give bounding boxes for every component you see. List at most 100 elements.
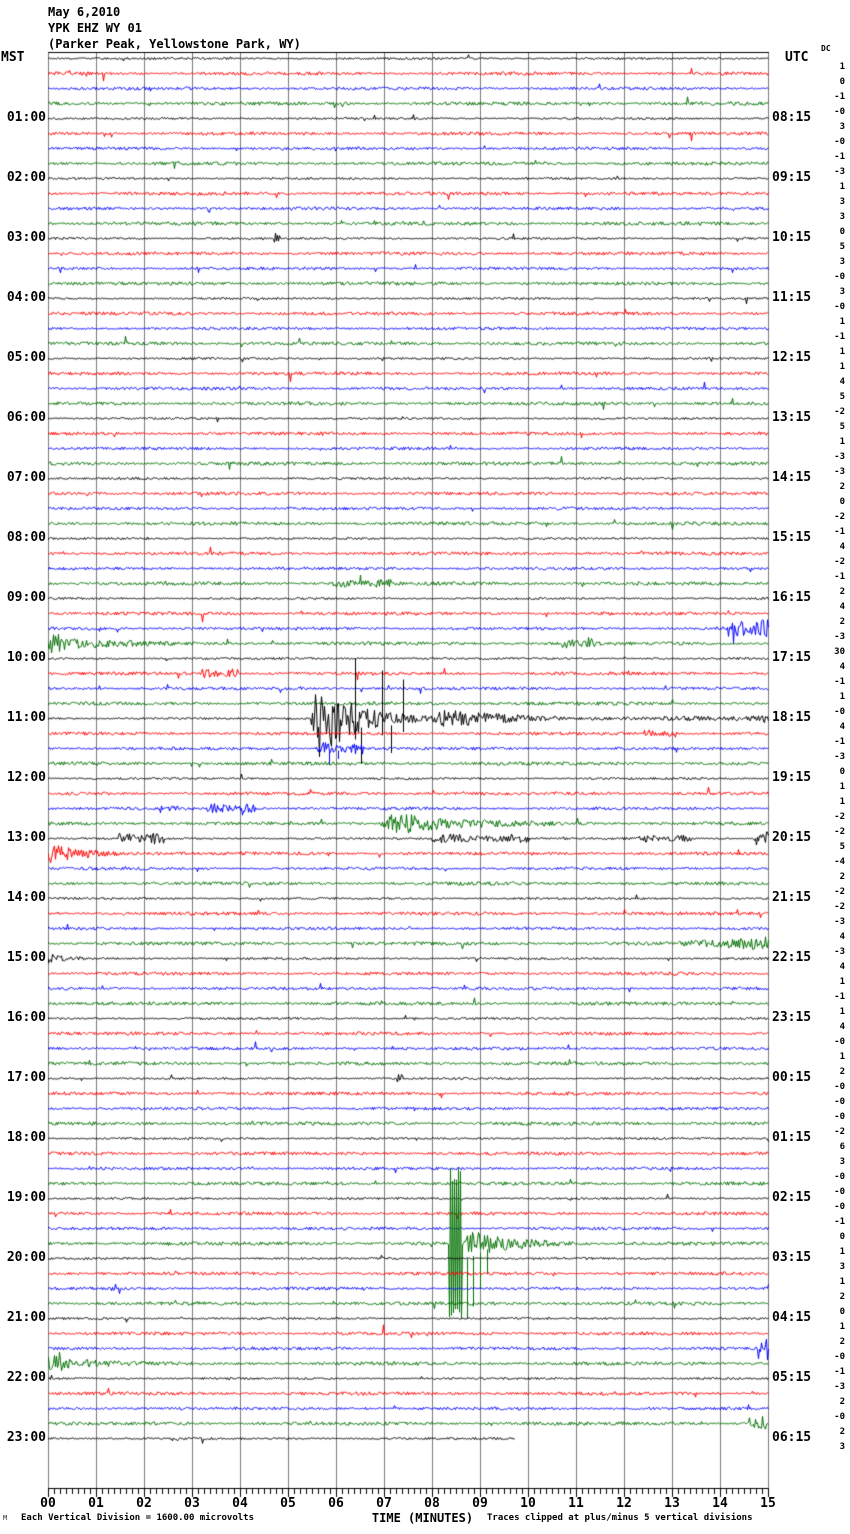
mst-time-label: 07:00 <box>6 470 46 485</box>
dc-offset-value: -3 <box>834 917 845 927</box>
dc-offset-value: -2 <box>834 887 845 897</box>
x-tick-label: 02 <box>136 1496 152 1511</box>
mst-time-label: 17:00 <box>6 1070 46 1085</box>
x-tick-label: 06 <box>328 1496 344 1511</box>
footer-clip-note: Traces clipped at plus/minus 5 vertical … <box>487 1513 753 1523</box>
dc-offset-value: 4 <box>839 602 845 612</box>
footer-scale-note: Each Vertical Division = 1600.00 microvo… <box>21 1513 254 1523</box>
mst-time-label: 03:00 <box>6 230 46 245</box>
dc-offset-value: -1 <box>834 152 845 162</box>
dc-offset-value: 1 <box>839 1052 845 1062</box>
utc-time-label: 20:15 <box>772 830 812 845</box>
corner-mark: M <box>3 1514 8 1522</box>
mst-time-label: 01:00 <box>6 110 46 125</box>
mst-time-label: 22:00 <box>6 1370 46 1385</box>
dc-offset-value: -3 <box>834 947 845 957</box>
dc-offset-value: -0 <box>834 302 845 312</box>
dc-offset-value: 2 <box>839 1427 845 1437</box>
dc-offset-value: 0 <box>839 767 845 777</box>
dc-offset-value: 3 <box>839 1262 845 1272</box>
mst-time-label: 19:00 <box>6 1190 46 1205</box>
dc-offset-value: -4 <box>834 857 845 867</box>
dc-offset-value: 1 <box>839 317 845 327</box>
dc-offset-value: 3 <box>839 212 845 222</box>
x-tick-label: 05 <box>280 1496 296 1511</box>
utc-time-label: 03:15 <box>772 1250 812 1265</box>
utc-axis-label: UTC <box>785 50 809 65</box>
dc-offset-value: 6 <box>839 1142 845 1152</box>
dc-offset-value: -0 <box>834 1037 845 1047</box>
dc-offset-value: 5 <box>839 242 845 252</box>
dc-offset-value: 1 <box>839 1277 845 1287</box>
utc-time-label: 23:15 <box>772 1010 812 1025</box>
header-location: (Parker Peak, Yellowstone Park, WY) <box>48 37 301 51</box>
dc-offset-value: -2 <box>834 557 845 567</box>
dc-offset-value: 1 <box>839 347 845 357</box>
dc-offset-value: -2 <box>834 827 845 837</box>
utc-time-label: 05:15 <box>772 1370 812 1385</box>
dc-offset-value: 2 <box>839 587 845 597</box>
mst-time-label: 18:00 <box>6 1130 46 1145</box>
dc-offset-value: 4 <box>839 962 845 972</box>
utc-time-label: 09:15 <box>772 170 812 185</box>
dc-offset-value: 1 <box>839 1247 845 1257</box>
utc-time-label: 22:15 <box>772 950 812 965</box>
dc-offset-value: -1 <box>834 1217 845 1227</box>
mst-time-label: 08:00 <box>6 530 46 545</box>
utc-time-label: 15:15 <box>772 530 812 545</box>
dc-offset-value: 5 <box>839 842 845 852</box>
dc-offset-value: 1 <box>839 182 845 192</box>
x-tick-label: 12 <box>616 1496 632 1511</box>
x-tick-label: 13 <box>664 1496 680 1511</box>
mst-time-label: 23:00 <box>6 1430 46 1445</box>
dc-offset-value: -3 <box>834 632 845 642</box>
mst-time-label: 05:00 <box>6 350 46 365</box>
utc-time-label: 10:15 <box>772 230 812 245</box>
dc-offset-value: 5 <box>839 392 845 402</box>
mst-time-label: 02:00 <box>6 170 46 185</box>
mst-time-label: 10:00 <box>6 650 46 665</box>
dc-offset-value: 4 <box>839 542 845 552</box>
utc-time-label: 12:15 <box>772 350 812 365</box>
dc-offset-value: -2 <box>834 407 845 417</box>
dc-offset-value: -1 <box>834 572 845 582</box>
x-tick-label: 10 <box>520 1496 536 1511</box>
dc-offset-value: 2 <box>839 1067 845 1077</box>
dc-offset-value: 2 <box>839 1292 845 1302</box>
dc-offset-value: 2 <box>839 1397 845 1407</box>
dc-offset-value: 2 <box>839 617 845 627</box>
x-tick-label: 04 <box>232 1496 248 1511</box>
dc-offset-value: -0 <box>834 1112 845 1122</box>
dc-offset-value: -0 <box>834 1412 845 1422</box>
utc-time-label: 08:15 <box>772 110 812 125</box>
dc-offset-value: -3 <box>834 167 845 177</box>
dc-offset-value: 1 <box>839 797 845 807</box>
dc-offset-value: -3 <box>834 467 845 477</box>
dc-offset-value: 3 <box>839 287 845 297</box>
dc-offset-value: -1 <box>834 737 845 747</box>
dc-offset-value: -0 <box>834 1097 845 1107</box>
dc-offset-value: 4 <box>839 377 845 387</box>
dc-offset-value: -0 <box>834 1187 845 1197</box>
utc-time-label: 21:15 <box>772 890 812 905</box>
dc-offset-value: -0 <box>834 1202 845 1212</box>
dc-offset-value: 4 <box>839 932 845 942</box>
dc-offset-value: 2 <box>839 482 845 492</box>
mst-time-label: 11:00 <box>6 710 46 725</box>
utc-time-label: 02:15 <box>772 1190 812 1205</box>
mst-time-label: 20:00 <box>6 1250 46 1265</box>
dc-offset-value: 2 <box>839 1337 845 1347</box>
dc-offset-value: 1 <box>839 782 845 792</box>
dc-offset-value: 3 <box>839 1157 845 1167</box>
dc-offset-value: 30 <box>834 647 845 657</box>
mst-time-label: 06:00 <box>6 410 46 425</box>
dc-offset-value: 4 <box>839 722 845 732</box>
dc-offset-value: 1 <box>839 362 845 372</box>
dc-offset-value: -0 <box>834 272 845 282</box>
dc-offset-value: 1 <box>839 1322 845 1332</box>
dc-offset-value: -0 <box>834 107 845 117</box>
dc-offset-value: -0 <box>834 707 845 717</box>
dc-offset-value: 1 <box>839 437 845 447</box>
mst-time-label: 15:00 <box>6 950 46 965</box>
